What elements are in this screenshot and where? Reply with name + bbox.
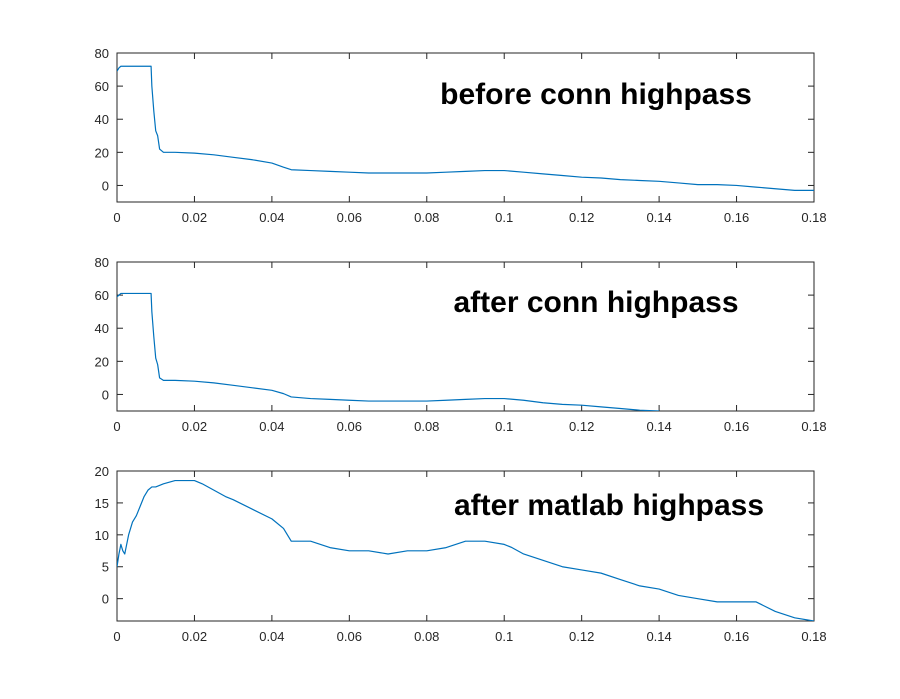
series-line bbox=[117, 65, 814, 192]
y-tick-label: 20 bbox=[95, 354, 109, 369]
x-tick-label: 0.18 bbox=[801, 210, 826, 225]
x-tick-label: 0 bbox=[113, 629, 120, 644]
x-tick-label: 0.02 bbox=[182, 419, 207, 434]
x-tick-label: 0.04 bbox=[259, 419, 284, 434]
x-tick-label: 0 bbox=[113, 210, 120, 225]
x-tick-label: 0.1 bbox=[495, 210, 513, 225]
x-tick-label: 0.08 bbox=[414, 210, 439, 225]
plot-area bbox=[116, 470, 815, 622]
x-tick-label: 0.16 bbox=[724, 419, 749, 434]
x-tick-label: 0.08 bbox=[414, 629, 439, 644]
x-tick-label: 0.12 bbox=[569, 419, 594, 434]
x-tick-label: 0.16 bbox=[724, 210, 749, 225]
chart-annotation: after conn highpass bbox=[453, 286, 738, 319]
x-tick-label: 0.02 bbox=[182, 629, 207, 644]
x-tick-label: 0.14 bbox=[646, 629, 671, 644]
y-tick-label: 60 bbox=[95, 79, 109, 94]
x-tick-label: 0.02 bbox=[182, 210, 207, 225]
x-tick-label: 0.06 bbox=[337, 210, 362, 225]
x-tick-label: 0.18 bbox=[801, 629, 826, 644]
y-tick-label: 15 bbox=[95, 496, 109, 511]
plot-area bbox=[116, 261, 815, 412]
y-tick-label: 0 bbox=[102, 178, 109, 193]
x-tick-label: 0.06 bbox=[337, 629, 362, 644]
x-tick-label: 0.16 bbox=[724, 629, 749, 644]
x-tick-label: 0.18 bbox=[801, 419, 826, 434]
y-tick-label: 20 bbox=[95, 145, 109, 160]
plot-area bbox=[116, 52, 815, 203]
y-tick-label: 40 bbox=[95, 112, 109, 127]
series-line bbox=[117, 479, 814, 621]
series-line bbox=[117, 292, 660, 411]
y-tick-label: 5 bbox=[102, 560, 109, 575]
chart-annotation: before conn highpass bbox=[440, 78, 752, 111]
y-tick-label: 60 bbox=[95, 288, 109, 303]
chart-2: 0 0.02 0.04 0.06 0.08 0.1 0.12 0.14 0.16 0.18 0 20 4… bbox=[95, 255, 827, 434]
y-tick-label: 80 bbox=[95, 255, 109, 270]
x-tick-label: 0.14 bbox=[646, 210, 671, 225]
y-tick-label: 0 bbox=[102, 387, 109, 402]
x-tick-label: 0.04 bbox=[259, 210, 284, 225]
chart-1: 0 0.02 0.04 0.06 0.08 0.1 0.12 0.14 0.16 0.18 0 20 4… bbox=[95, 46, 827, 225]
y-tick-label: 20 bbox=[95, 464, 109, 479]
y-tick-label: 10 bbox=[95, 528, 109, 543]
chart-3: 0 0.02 0.04 0.06 0.08 0.1 0.12 0.14 0.16 0.18 0 5 10… bbox=[95, 464, 827, 644]
y-tick-label: 0 bbox=[102, 592, 109, 607]
x-tick-label: 0.06 bbox=[337, 419, 362, 434]
x-tick-label: 0.12 bbox=[569, 629, 594, 644]
x-tick-label: 0.04 bbox=[259, 629, 284, 644]
x-tick-label: 0 bbox=[113, 419, 120, 434]
x-tick-label: 0.1 bbox=[495, 419, 513, 434]
x-tick-label: 0.1 bbox=[495, 629, 513, 644]
x-tick-label: 0.14 bbox=[646, 419, 671, 434]
chart-annotation: after matlab highpass bbox=[454, 489, 764, 522]
y-tick-label: 80 bbox=[95, 46, 109, 61]
x-tick-label: 0.12 bbox=[569, 210, 594, 225]
y-tick-label: 40 bbox=[95, 321, 109, 336]
x-tick-label: 0.08 bbox=[414, 419, 439, 434]
